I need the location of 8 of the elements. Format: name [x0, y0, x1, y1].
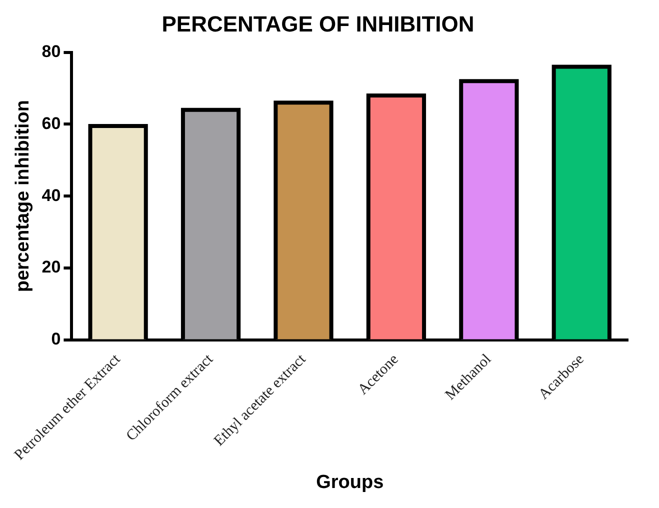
- x-axis-title: Groups: [316, 472, 384, 493]
- y-axis-title: percentage inhibition: [12, 100, 34, 292]
- y-tick-label: 40: [42, 186, 61, 205]
- y-tick-label: 0: [51, 329, 61, 348]
- chart-title: PERCENTAGE OF INHIBITION: [162, 11, 474, 36]
- y-tick-label: 20: [42, 258, 61, 277]
- y-tick-label: 60: [42, 114, 61, 133]
- y-tick-label: 80: [42, 42, 61, 62]
